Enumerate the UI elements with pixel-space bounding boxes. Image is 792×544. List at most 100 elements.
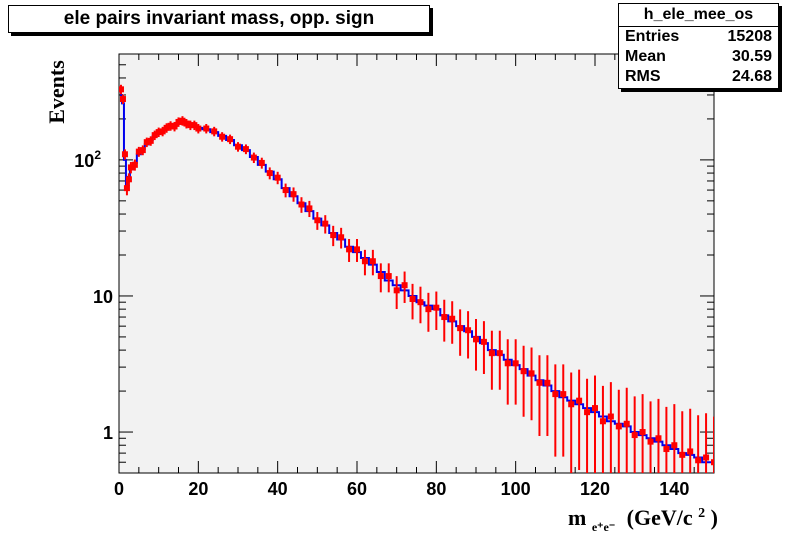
data-point [369, 258, 376, 265]
data-point [191, 122, 198, 129]
y-tick-label: 1 [103, 423, 113, 443]
stats-box: h_ele_mee_os Entries 15208 Mean 30.59 RM… [618, 3, 779, 89]
x-axis-label-unit: (GeV/c [627, 505, 693, 530]
x-axis-label-sup: 2 [698, 506, 705, 521]
data-point [536, 379, 543, 386]
data-point [143, 139, 150, 146]
plot-frame [118, 53, 715, 474]
data-point [135, 148, 142, 155]
data-point [623, 420, 630, 427]
data-point [671, 442, 678, 449]
data-point [544, 379, 551, 386]
data-point [119, 96, 126, 103]
data-point [131, 161, 138, 168]
data-point [504, 360, 511, 367]
data-point [354, 246, 360, 253]
data-point [560, 391, 567, 398]
data-point [552, 391, 559, 398]
data-point [679, 451, 686, 458]
stats-row-mean: Mean 30.59 [619, 47, 778, 67]
data-point [274, 174, 281, 181]
data-point [298, 201, 305, 208]
data-point [465, 327, 472, 334]
x-axis-label: m e⁺e⁻ (GeV/c 2 ) [568, 497, 718, 536]
data-point [119, 86, 124, 93]
data-point [607, 413, 614, 420]
data-point [175, 118, 182, 125]
stats-row-rms: RMS 24.68 [619, 67, 778, 87]
data-point [187, 122, 194, 129]
data-point [401, 282, 408, 289]
data-point [631, 432, 638, 439]
data-point [425, 306, 432, 313]
data-point [639, 429, 646, 436]
data-point [290, 191, 297, 198]
data-point [703, 454, 710, 461]
data-point [346, 246, 353, 253]
data-point [147, 137, 154, 144]
data-point [695, 457, 702, 464]
series-1 [119, 84, 714, 473]
x-tick-label: 140 [659, 479, 689, 499]
x-tick-label: 120 [580, 479, 610, 499]
data-point [123, 185, 130, 192]
data-point [615, 423, 622, 430]
data-point [151, 132, 158, 139]
data-point [663, 446, 670, 453]
data-point [473, 336, 479, 343]
data-point [433, 304, 440, 311]
stats-rms-label: RMS [625, 68, 661, 85]
x-tick-label: 40 [268, 479, 288, 499]
data-point [361, 258, 368, 265]
data-point [599, 418, 606, 425]
data-point [282, 187, 289, 194]
x-tick-label: 0 [114, 479, 124, 499]
data-point [219, 133, 226, 140]
data-point [159, 128, 166, 135]
data-point [179, 117, 186, 124]
data-point [655, 435, 662, 442]
data-point [250, 154, 257, 161]
data-point [568, 401, 575, 408]
x-axis-label-sub: e⁺e⁻ [592, 520, 615, 534]
data-point [647, 438, 654, 445]
stats-row-entries: Entries 15208 [619, 27, 778, 47]
data-point [121, 151, 128, 158]
stats-mean-value: 30.59 [731, 48, 772, 65]
data-point [449, 315, 456, 322]
data-point [242, 146, 249, 153]
series-layer [119, 84, 714, 473]
data-point [457, 325, 464, 332]
data-point [377, 273, 384, 280]
y-axis: 1 10 102 [74, 53, 714, 474]
data-point [258, 159, 265, 166]
data-point [687, 448, 694, 455]
data-point [592, 405, 598, 412]
data-point [480, 338, 487, 345]
data-point [338, 234, 345, 241]
data-point [528, 370, 535, 377]
data-point [155, 129, 162, 136]
data-point [139, 147, 146, 154]
y-tick-label: 102 [74, 148, 101, 171]
data-point [520, 368, 527, 375]
data-point [171, 123, 178, 130]
data-point [711, 459, 714, 466]
data-point [211, 128, 218, 135]
data-point [163, 124, 170, 131]
stats-histogram-name: h_ele_mee_os [619, 4, 778, 27]
stats-entries-label: Entries [625, 28, 680, 45]
data-point [125, 176, 132, 183]
chart-title: ele pairs invariant mass, opp. sign [8, 5, 430, 33]
data-point [306, 205, 313, 212]
x-tick-label: 60 [347, 479, 367, 499]
stats-mean-label: Mean [625, 48, 666, 65]
stats-entries-value: 15208 [727, 28, 773, 45]
y-tick-label: 10 [93, 287, 113, 307]
data-point [496, 350, 503, 357]
data-point [227, 136, 234, 143]
data-point [330, 232, 337, 239]
x-tick-label: 80 [426, 479, 446, 499]
data-point [512, 360, 519, 367]
x-axis-label-close: ) [711, 505, 718, 530]
